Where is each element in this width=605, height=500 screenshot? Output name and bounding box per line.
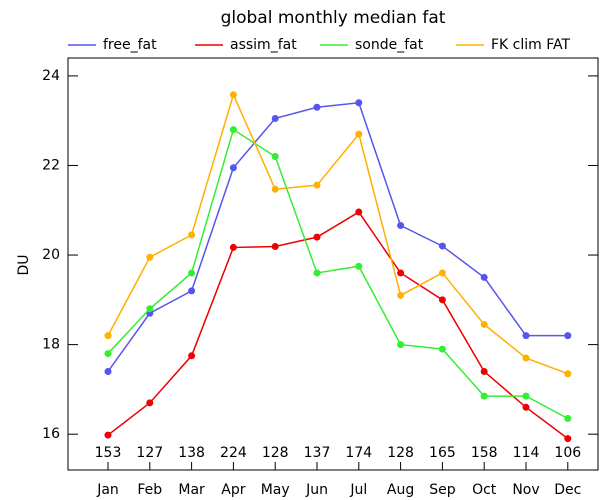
data-point [146, 305, 154, 313]
x-tick-label: Sep [429, 482, 456, 498]
data-point [355, 262, 363, 270]
data-point [313, 181, 321, 189]
x-tick-label: May [261, 482, 290, 498]
x-tick-label: Oct [472, 482, 497, 498]
count-label: 165 [429, 445, 456, 461]
data-point [271, 185, 279, 193]
x-tick-label: Dec [554, 482, 581, 498]
series-line [107, 128, 569, 420]
data-point [397, 269, 405, 277]
data-point [146, 253, 154, 261]
data-point [271, 243, 279, 251]
data-point [229, 126, 237, 134]
data-point [438, 269, 446, 277]
data-point [229, 243, 237, 251]
count-label: 114 [513, 445, 540, 461]
count-label: 138 [178, 445, 205, 461]
x-tick-label: Jan [96, 482, 119, 498]
chart-title: global monthly median fat [221, 8, 446, 28]
legend-label: free_fat [103, 37, 157, 53]
count-label: 158 [471, 445, 498, 461]
count-label: 224 [220, 445, 247, 461]
data-point [438, 242, 446, 250]
data-point [229, 164, 237, 172]
x-tick-label: Jul [349, 482, 367, 498]
data-point [313, 103, 321, 111]
y-tick-label: 22 [42, 157, 60, 173]
x-tick-label: Aug [387, 482, 414, 498]
count-label: 106 [554, 445, 581, 461]
y-tick-label: 18 [42, 337, 60, 353]
x-tick-label: Feb [137, 482, 162, 498]
data-point [313, 233, 321, 241]
legend-label: assim_fat [230, 37, 297, 53]
series-line [107, 101, 568, 372]
y-tick-label: 16 [42, 426, 60, 442]
data-point [522, 332, 530, 340]
series-line [107, 211, 569, 440]
plot-frame [67, 57, 599, 471]
data-point [271, 153, 279, 161]
data-point [564, 435, 572, 443]
data-point [522, 392, 530, 400]
count-label: 174 [345, 445, 372, 461]
data-point [438, 345, 446, 353]
data-point [104, 332, 112, 340]
data-point [104, 350, 112, 358]
count-label: 128 [387, 445, 414, 461]
x-tick-label: Apr [221, 482, 245, 498]
data-point [104, 367, 112, 375]
legend-label: sonde_fat [355, 37, 424, 53]
data-point [397, 341, 405, 349]
data-point [564, 415, 572, 422]
data-point [397, 291, 405, 299]
data-point [480, 367, 488, 375]
data-point [522, 354, 530, 362]
count-label: 128 [262, 445, 289, 461]
data-point [188, 269, 196, 277]
x-tick-label: Nov [512, 482, 539, 498]
data-point [188, 231, 196, 239]
data-point [188, 352, 196, 360]
data-point [480, 273, 488, 281]
data-point [397, 221, 405, 229]
count-label: 127 [136, 445, 163, 461]
data-point [146, 399, 154, 407]
y-tick-label: 24 [42, 68, 60, 84]
y-axis-label: DU [16, 254, 32, 275]
series-line [107, 92, 569, 375]
data-point [355, 208, 363, 216]
data-point [522, 403, 530, 411]
data-point [480, 392, 488, 400]
data-point [438, 296, 446, 304]
x-tick-label: Mar [178, 482, 205, 498]
y-tick-label: 20 [42, 247, 60, 263]
data-point [564, 370, 572, 378]
count-label: 153 [95, 445, 122, 461]
data-point [104, 431, 112, 439]
data-point [480, 320, 488, 328]
data-point [313, 269, 321, 277]
x-tick-label: Jun [305, 482, 328, 498]
data-point [355, 99, 363, 107]
data-point [188, 287, 196, 295]
data-point [564, 332, 572, 340]
data-point [229, 91, 237, 99]
legend-label: FK clim FAT [491, 37, 571, 53]
data-point [271, 114, 279, 122]
data-point [355, 130, 363, 138]
count-label: 137 [304, 445, 331, 461]
